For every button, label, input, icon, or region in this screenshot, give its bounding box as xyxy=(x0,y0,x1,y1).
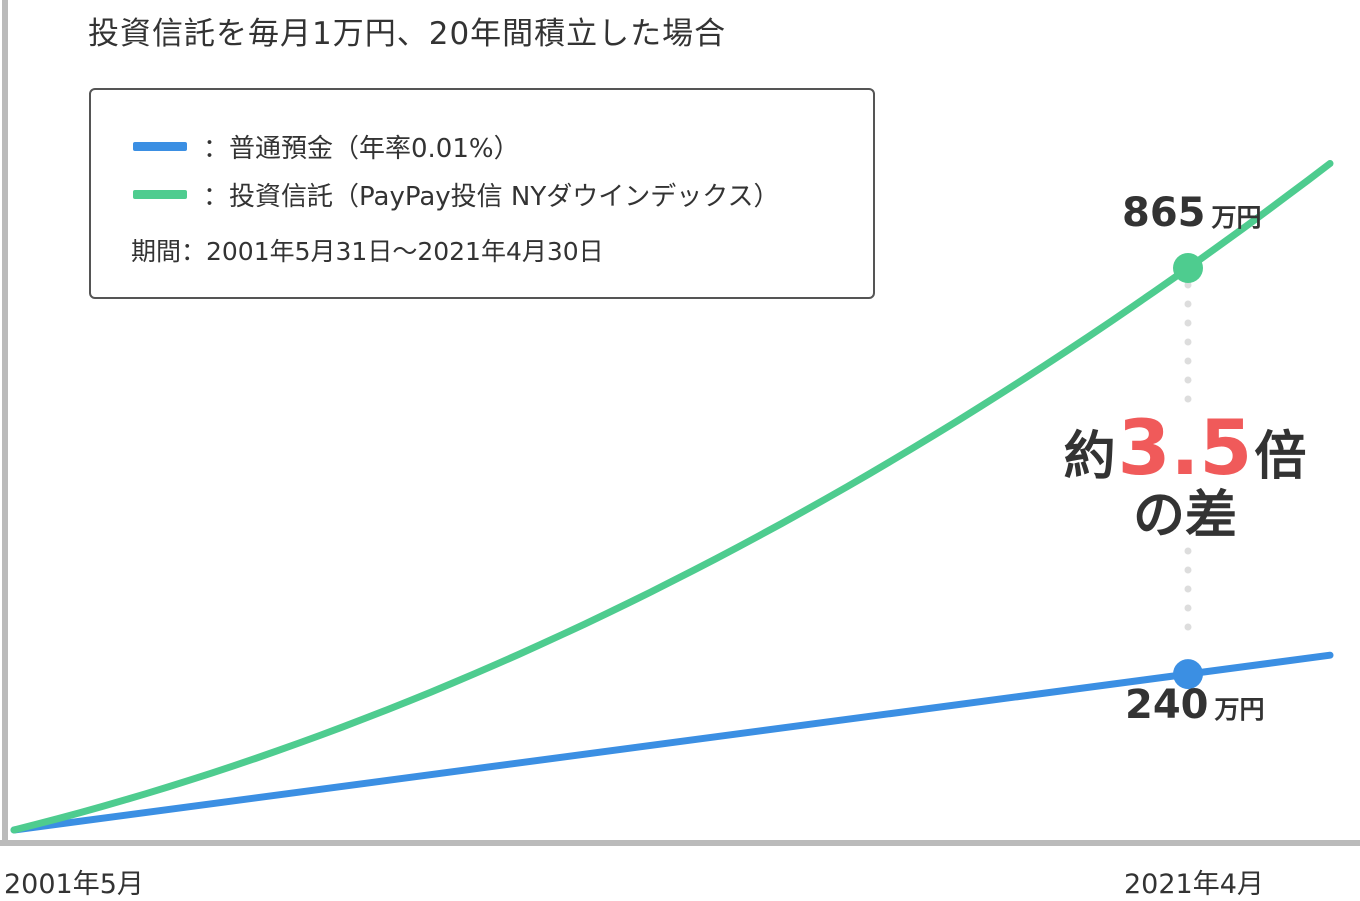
data-point-investment-end xyxy=(1173,253,1203,283)
value-unit-investment: 万円 xyxy=(1211,203,1262,232)
series-line-investment xyxy=(10,160,1334,834)
ratio-caption: の差 xyxy=(1132,486,1237,546)
legend-item-investment: ：投資信託（PayPay投信 NYダウインデックス） xyxy=(133,176,779,213)
value-label-investment: 865 万円 xyxy=(1122,190,1262,236)
legend-item-savings: ：普通預金（年率0.01%） xyxy=(133,128,520,165)
ratio-callout: 約 3.5 倍 の差 xyxy=(1062,410,1308,542)
series-line-savings xyxy=(10,651,1334,834)
data-point-savings-end xyxy=(1173,659,1203,690)
ratio-value: 3.5 xyxy=(1117,403,1253,492)
value-unit-savings: 万円 xyxy=(1214,695,1265,724)
value-number-investment: 865 xyxy=(1122,190,1206,236)
legend-label-savings: ：普通預金（年率0.01%） xyxy=(203,134,520,164)
legend: ：普通預金（年率0.01%） ：投資信託（PayPay投信 NYダウインデックス… xyxy=(89,88,875,299)
x-tick-end: 2021年4月 xyxy=(1124,869,1264,900)
legend-period: 期間：2001年5月31日〜2021年4月30日 xyxy=(131,237,604,266)
ratio-suffix: 倍 xyxy=(1254,427,1307,487)
value-label-savings: 240 万円 xyxy=(1125,682,1265,728)
legend-swatch-savings xyxy=(133,142,187,151)
legend-label-investment: ：投資信託（PayPay投信 NYダウインデックス） xyxy=(203,182,780,212)
legend-swatch-investment xyxy=(133,190,187,199)
x-tick-start: 2001年5月 xyxy=(4,869,144,900)
ratio-prefix: 約 xyxy=(1063,427,1116,487)
chart-title: 投資信託を毎月1万円、20年間積立した場合 xyxy=(88,16,727,52)
value-number-savings: 240 xyxy=(1125,682,1209,728)
